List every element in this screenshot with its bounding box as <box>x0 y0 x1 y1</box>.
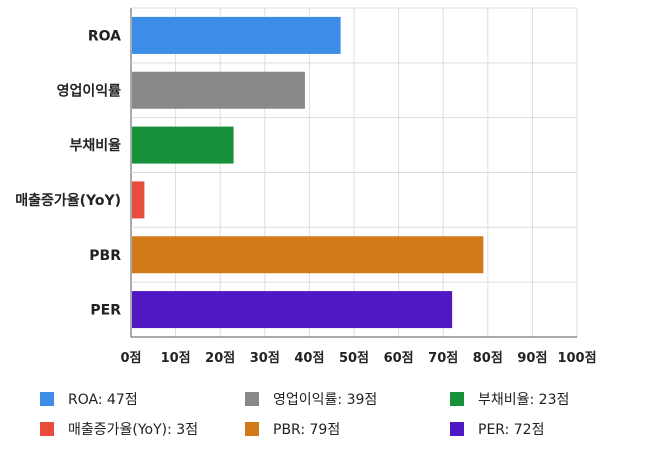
legend-label: PBR: 79점 <box>273 422 341 438</box>
x-tick-label: 90점 <box>517 351 547 366</box>
legend-swatch <box>245 422 259 436</box>
x-axis-labels: 0점 10점 20점 30점 40점 50점 60점 70점 80점 90점 100점 <box>120 351 596 366</box>
legend-label: 부채비율: 23점 <box>478 392 570 408</box>
x-tick-label: 70점 <box>428 351 458 366</box>
legend-swatch <box>245 392 259 406</box>
x-tick-label: 10점 <box>161 351 191 366</box>
x-tick-label: 40점 <box>294 351 324 366</box>
legend-swatch <box>40 422 54 436</box>
legend-swatch <box>40 392 54 406</box>
legend-item: 부채비율: 23점 <box>450 388 640 410</box>
grid <box>130 7 578 338</box>
legend-label: 영업이익률: 39점 <box>273 392 378 408</box>
y-tick-label: 매출증가율(YoY) <box>15 192 121 209</box>
bar <box>132 71 305 109</box>
bar <box>132 126 234 164</box>
legend-item: 영업이익률: 39점 <box>245 388 450 410</box>
legend-item: ROA: 47점 <box>40 388 245 410</box>
legend-item: PER: 72점 <box>450 418 640 440</box>
x-tick-label: 20점 <box>205 351 235 366</box>
x-tick-label: 80점 <box>473 351 503 366</box>
legend-label: ROA: 47점 <box>68 392 138 408</box>
bar <box>132 181 145 219</box>
y-tick-label: PER <box>90 303 121 319</box>
y-tick-label: PBR <box>89 248 121 264</box>
y-tick-label: 부채비율 <box>69 137 121 154</box>
legend-label: 매출증가율(YoY): 3점 <box>68 422 199 438</box>
bars <box>132 16 484 329</box>
bar <box>132 16 341 54</box>
y-tick-label: 영업이익률 <box>57 82 122 99</box>
bar <box>132 236 484 274</box>
x-tick-label: 50점 <box>339 351 369 366</box>
x-tick-label: 30점 <box>250 351 280 366</box>
x-tick-label: 100점 <box>557 351 596 366</box>
bar <box>132 291 453 329</box>
y-tick-label: ROA <box>88 28 121 44</box>
legend-item: PBR: 79점 <box>245 418 450 440</box>
legend-swatch <box>450 422 464 436</box>
legend-label: PER: 72점 <box>478 422 545 438</box>
x-tick-label: 60점 <box>384 351 414 366</box>
legend-item: 매출증가율(YoY): 3점 <box>40 418 245 440</box>
legend-swatch <box>450 392 464 406</box>
x-tick-label: 0점 <box>120 351 141 366</box>
